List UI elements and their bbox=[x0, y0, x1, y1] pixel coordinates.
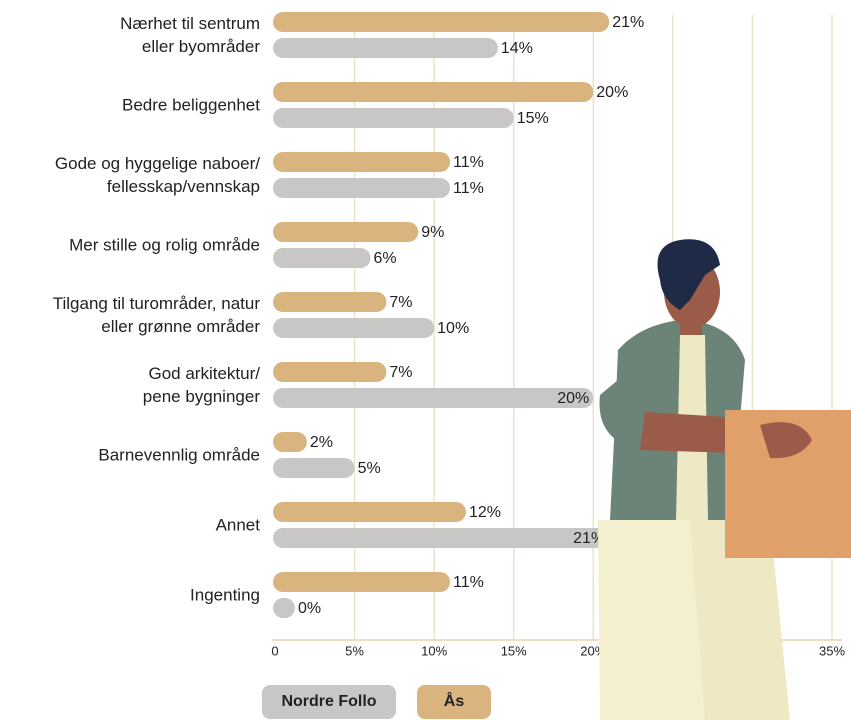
category-label: Nærhet til sentrum eller byområder bbox=[0, 12, 260, 58]
bar bbox=[273, 528, 609, 548]
category-label: Bedre beliggenhet bbox=[0, 94, 260, 117]
legend-item: Ås bbox=[417, 685, 491, 719]
bar bbox=[273, 38, 498, 58]
bar bbox=[273, 458, 355, 478]
bar bbox=[273, 318, 434, 338]
category-label: Ingenting bbox=[0, 584, 260, 607]
bar bbox=[273, 178, 450, 198]
x-tick-label: 15% bbox=[501, 643, 527, 658]
bar bbox=[273, 108, 514, 128]
chart: 05%10%15%20%25%30%35%21%14%20%15%11%11%9… bbox=[0, 0, 851, 720]
x-tick-label: 10% bbox=[421, 643, 447, 658]
bar bbox=[273, 598, 295, 618]
category-label: Tilgang til turområder, natur eller grøn… bbox=[0, 292, 260, 338]
bar bbox=[273, 82, 593, 102]
bar bbox=[273, 12, 609, 32]
data-label: 20% bbox=[596, 84, 628, 101]
bar bbox=[273, 502, 466, 522]
bar bbox=[273, 292, 386, 312]
bar bbox=[273, 362, 386, 382]
x-tick-label: 35% bbox=[819, 643, 845, 658]
data-label: 5% bbox=[358, 460, 381, 477]
data-label: 20% bbox=[557, 390, 589, 407]
data-label: 10% bbox=[437, 320, 469, 337]
legend-item: Nordre Follo bbox=[262, 685, 396, 719]
data-label: 2% bbox=[310, 434, 333, 451]
category-label: Mer stille og rolig område bbox=[0, 234, 260, 257]
data-label: 7% bbox=[389, 294, 412, 311]
data-label: 12% bbox=[469, 504, 501, 521]
bar bbox=[273, 248, 370, 268]
data-label: 9% bbox=[421, 224, 444, 241]
x-tick-label: 0 bbox=[271, 643, 278, 658]
category-label: Barnevennlig område bbox=[0, 444, 260, 467]
data-label: 15% bbox=[517, 110, 549, 127]
data-label: 14% bbox=[501, 40, 533, 57]
bar bbox=[273, 222, 418, 242]
illustration bbox=[598, 239, 851, 720]
data-label: 11% bbox=[453, 180, 484, 197]
data-label: 0% bbox=[298, 600, 321, 617]
category-label: Gode og hyggelige naboer/ fellesskap/ven… bbox=[0, 152, 260, 198]
data-label: 11% bbox=[453, 154, 484, 171]
data-label: 21% bbox=[612, 14, 644, 31]
bar bbox=[273, 432, 307, 452]
data-label: 7% bbox=[389, 364, 412, 381]
category-label: God arkitektur/ pene bygninger bbox=[0, 362, 260, 408]
bar bbox=[273, 388, 593, 408]
data-label: 11% bbox=[453, 574, 484, 591]
bar bbox=[273, 152, 450, 172]
data-label: 6% bbox=[373, 250, 396, 267]
x-tick-label: 5% bbox=[345, 643, 364, 658]
category-label: Annet bbox=[0, 514, 260, 537]
bar bbox=[273, 572, 450, 592]
